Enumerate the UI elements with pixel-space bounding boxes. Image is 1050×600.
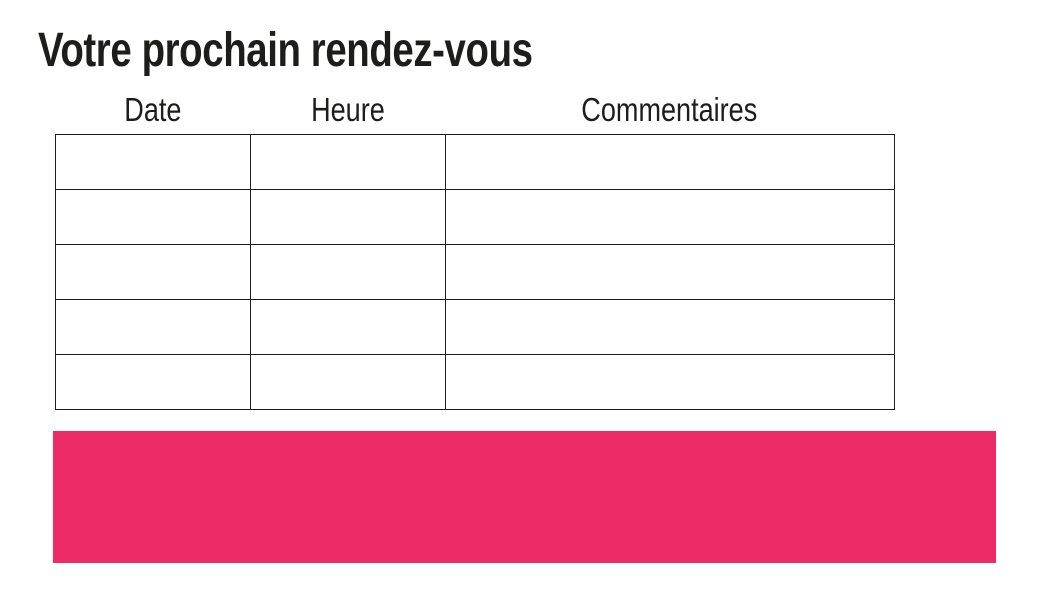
table-cell-commentaires (445, 134, 895, 190)
table-cell-commentaires (445, 299, 895, 355)
table-row (55, 134, 895, 190)
appointment-table (55, 134, 895, 410)
table-row (55, 244, 895, 300)
table-cell-date (55, 354, 251, 410)
page-title-text: Votre prochain rendez-vous (38, 24, 533, 77)
table-cell-heure (250, 134, 446, 190)
table-cell-date (55, 189, 251, 245)
highlight-banner (53, 431, 996, 563)
table-cell-heure (250, 354, 446, 410)
table-cell-date (55, 299, 251, 355)
column-header-commentaires: Commentaires (445, 92, 894, 126)
page-title: Votre prochain rendez-vous (38, 27, 656, 75)
table-cell-heure (250, 244, 446, 300)
column-header-heure: Heure (250, 92, 445, 126)
column-header-heure-label: Heure (310, 90, 385, 128)
table-cell-commentaires (445, 354, 895, 410)
table-cell-date (55, 244, 251, 300)
column-header-date: Date (55, 92, 250, 126)
table-row (55, 299, 895, 355)
column-header-date-label: Date (123, 90, 182, 128)
table-row (55, 354, 895, 410)
table-cell-commentaires (445, 244, 895, 300)
table-row (55, 189, 895, 245)
table-cell-heure (250, 299, 446, 355)
table-header-row: Date Heure Commentaires (55, 92, 894, 126)
column-header-commentaires-label: Commentaires (581, 90, 758, 128)
table-cell-commentaires (445, 189, 895, 245)
table-cell-heure (250, 189, 446, 245)
table-cell-date (55, 134, 251, 190)
